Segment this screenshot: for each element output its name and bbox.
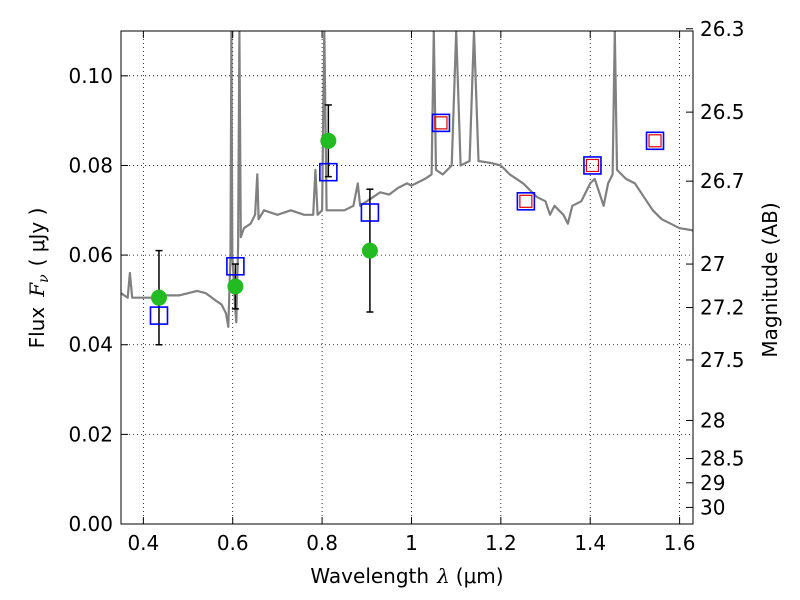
upper-limit-square — [519, 194, 533, 208]
y-tick-label: 0.04 — [68, 333, 113, 357]
x-axis-title: Wavelength λ (μm) — [310, 564, 503, 588]
model-square — [431, 113, 451, 133]
observed-point — [320, 132, 337, 149]
x-axis-title-unit: (μm) — [456, 564, 504, 588]
observed-point — [361, 242, 378, 259]
spectrum-line — [121, 31, 693, 328]
x-tick-label: 0.4 — [127, 531, 159, 555]
model-square — [360, 203, 380, 222]
y2-tick-label: 26.3 — [700, 17, 745, 41]
y2-tick-label: 26.7 — [700, 169, 745, 193]
x-tick-label: 0.8 — [306, 531, 338, 555]
y2-tick-label: 27 — [700, 252, 725, 276]
spectrum-series — [121, 31, 693, 328]
y-tick-label: 0.08 — [68, 153, 113, 177]
x-tick-label: 1.4 — [574, 531, 606, 555]
y-tick-label: 0.02 — [68, 422, 113, 446]
plot-frame — [120, 30, 694, 525]
x-axis-title-symbol: λ — [436, 564, 450, 588]
model-square — [226, 256, 245, 276]
y-axis-title-sub: ν — [36, 274, 52, 283]
y2-tick-label: 30 — [700, 495, 725, 519]
y2-tick-label: 29 — [700, 471, 725, 495]
model-square — [645, 131, 665, 151]
y2-tick-label: 27.5 — [700, 348, 745, 372]
observed-point — [227, 278, 244, 295]
y-tick-label: 0.10 — [68, 64, 113, 88]
y-tick-label: 0.00 — [68, 512, 113, 536]
y-axis-title-symbol: F — [25, 282, 49, 298]
upper-limit-square — [434, 116, 448, 130]
y2-tick-label: 27.2 — [700, 296, 745, 320]
y2-tick-label: 28.5 — [700, 447, 745, 471]
x-tick-label: 1 — [405, 531, 418, 555]
grid-lines — [121, 31, 693, 525]
upper-limit-square — [648, 134, 662, 148]
y-tick-label: 0.06 — [68, 243, 113, 267]
x-tick-label: 0.6 — [217, 531, 249, 555]
y2-tick-label: 28 — [700, 408, 725, 432]
marker-series — [149, 104, 665, 346]
x-axis-title-prefix: Wavelength — [310, 564, 429, 588]
model-square — [583, 156, 602, 175]
model-square — [149, 306, 169, 325]
upper-limit-square — [585, 158, 600, 173]
y-axis-title-unit: ( μJy ) — [25, 208, 49, 267]
observed-point — [150, 289, 167, 306]
model-square — [516, 192, 536, 211]
x-tick-label: 1.2 — [485, 531, 517, 555]
y2-axis-title: Magnitude (AB) — [758, 202, 782, 357]
x-tick-label: 1.6 — [664, 531, 696, 555]
y2-tick-label: 26.5 — [700, 100, 745, 124]
y-axis-title-prefix: Flux — [25, 307, 49, 349]
axis-ticks: 0.4 0.6 0.8 1 1.2 1.4 1.6 0.00 0.02 0.04 0.06 0.08 0… — [68, 17, 744, 555]
model-square — [319, 162, 338, 182]
y-axis-title: Flux Fν ( μJy ) — [25, 208, 52, 349]
